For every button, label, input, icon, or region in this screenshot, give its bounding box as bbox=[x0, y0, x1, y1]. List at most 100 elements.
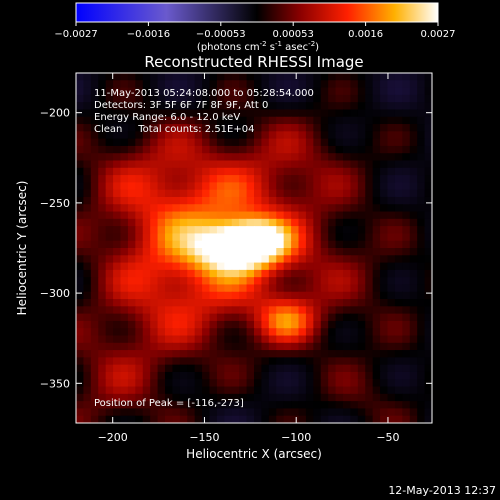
heatmap-cell bbox=[254, 196, 263, 205]
heatmap-cell bbox=[268, 240, 277, 249]
heatmap-cell bbox=[135, 248, 144, 256]
heatmap-cell bbox=[239, 320, 248, 329]
heatmap-cell bbox=[335, 306, 344, 315]
heatmap-cell bbox=[387, 299, 396, 307]
heatmap-cell bbox=[268, 291, 277, 300]
heatmap-cell bbox=[313, 196, 322, 205]
heatmap-cell bbox=[313, 248, 322, 256]
heatmap-cell bbox=[113, 182, 122, 191]
heatmap-cell bbox=[350, 153, 359, 162]
heatmap-cell bbox=[187, 153, 196, 162]
heatmap-cell bbox=[150, 145, 159, 154]
heatmap-cell bbox=[305, 393, 314, 402]
heatmap-cell bbox=[261, 269, 270, 278]
heatmap-cell bbox=[261, 357, 270, 366]
heatmap-cell bbox=[305, 291, 314, 300]
heatmap-cell bbox=[268, 94, 277, 103]
heatmap-cell bbox=[127, 248, 136, 256]
heatmap-cell bbox=[150, 306, 159, 315]
heatmap-cell bbox=[157, 189, 166, 198]
heatmap-cell bbox=[142, 73, 151, 81]
heatmap-cell bbox=[246, 328, 255, 337]
heatmap-cell bbox=[194, 204, 203, 213]
heatmap-cell bbox=[157, 138, 166, 147]
heatmap-cell bbox=[409, 313, 418, 322]
heatmap-cell bbox=[120, 313, 129, 322]
heatmap-cell bbox=[261, 335, 270, 344]
heatmap-cell bbox=[202, 211, 211, 220]
heatmap-cell bbox=[357, 109, 366, 118]
heatmap-cell bbox=[254, 182, 263, 191]
heatmap-cell bbox=[261, 124, 270, 132]
heatmap-cell bbox=[157, 109, 166, 118]
heatmap-cell bbox=[387, 145, 396, 154]
heatmap-cell bbox=[387, 401, 396, 410]
heatmap-cell bbox=[305, 240, 314, 249]
heatmap-cell bbox=[113, 226, 122, 235]
heatmap-cell bbox=[372, 335, 381, 344]
heatmap-cell bbox=[239, 357, 248, 366]
heatmap-cell bbox=[179, 94, 188, 103]
heatmap-cell bbox=[283, 386, 292, 395]
heatmap-cell bbox=[320, 364, 329, 373]
heatmap-cell bbox=[283, 226, 292, 235]
heatmap-cell bbox=[387, 342, 396, 351]
heatmap-cell bbox=[343, 131, 352, 140]
heatmap-cell bbox=[157, 371, 166, 380]
heatmap-cell bbox=[246, 277, 255, 286]
heatmap-cell bbox=[179, 262, 188, 271]
heatmap-cell bbox=[165, 328, 174, 337]
heatmap-cell bbox=[254, 226, 263, 235]
heatmap-cell bbox=[402, 379, 411, 388]
heatmap-cell bbox=[409, 408, 418, 417]
heatmap-cell bbox=[105, 138, 114, 147]
heatmap-cell bbox=[216, 379, 225, 388]
heatmap-cell bbox=[105, 233, 114, 242]
heatmap-cell bbox=[172, 167, 181, 176]
heatmap-cell bbox=[380, 87, 389, 96]
heatmap-cell bbox=[372, 357, 381, 366]
heatmap-cell bbox=[350, 364, 359, 373]
heatmap-cell bbox=[76, 328, 85, 337]
heatmap-cell bbox=[357, 124, 366, 132]
heatmap-cell bbox=[387, 109, 396, 118]
heatmap-cell bbox=[113, 153, 122, 162]
heatmap-cell bbox=[90, 328, 99, 337]
heatmap-cell bbox=[179, 415, 188, 423]
heatmap-cell bbox=[194, 73, 203, 81]
heatmap-cell bbox=[105, 211, 114, 220]
heatmap-cell bbox=[298, 335, 307, 344]
heatmap-cell bbox=[387, 248, 396, 256]
heatmap-cell bbox=[365, 379, 374, 388]
heatmap-cell bbox=[187, 408, 196, 417]
heatmap-cell bbox=[224, 109, 233, 118]
heatmap-cell bbox=[194, 94, 203, 103]
heatmap-cell bbox=[142, 182, 151, 191]
heatmap-cell bbox=[165, 342, 174, 351]
heatmap-cell bbox=[113, 342, 122, 351]
heatmap-cell bbox=[402, 262, 411, 271]
heatmap-cell bbox=[216, 320, 225, 329]
heatmap-cell bbox=[105, 328, 114, 337]
heatmap-cell bbox=[320, 277, 329, 286]
heatmap-cell bbox=[83, 335, 92, 344]
heatmap-cell bbox=[350, 240, 359, 249]
heatmap-cell bbox=[328, 262, 337, 271]
heatmap-cell bbox=[90, 357, 99, 366]
heatmap-cell bbox=[350, 87, 359, 96]
heatmap-cell bbox=[365, 109, 374, 118]
heatmap-cell bbox=[157, 226, 166, 235]
heatmap-cell bbox=[394, 182, 403, 191]
heatmap-cell bbox=[424, 153, 432, 162]
heatmap-cell bbox=[231, 364, 240, 373]
heatmap-cell bbox=[98, 401, 107, 410]
heatmap-cell bbox=[120, 87, 129, 96]
heatmap-cell bbox=[298, 218, 307, 227]
heatmap-cell bbox=[320, 175, 329, 183]
heatmap-cell bbox=[150, 299, 159, 307]
heatmap-cell bbox=[246, 335, 255, 344]
heatmap-cell bbox=[276, 320, 285, 329]
heatmap-cell bbox=[291, 226, 300, 235]
heatmap-cell bbox=[179, 277, 188, 286]
heatmap-cell bbox=[343, 182, 352, 191]
